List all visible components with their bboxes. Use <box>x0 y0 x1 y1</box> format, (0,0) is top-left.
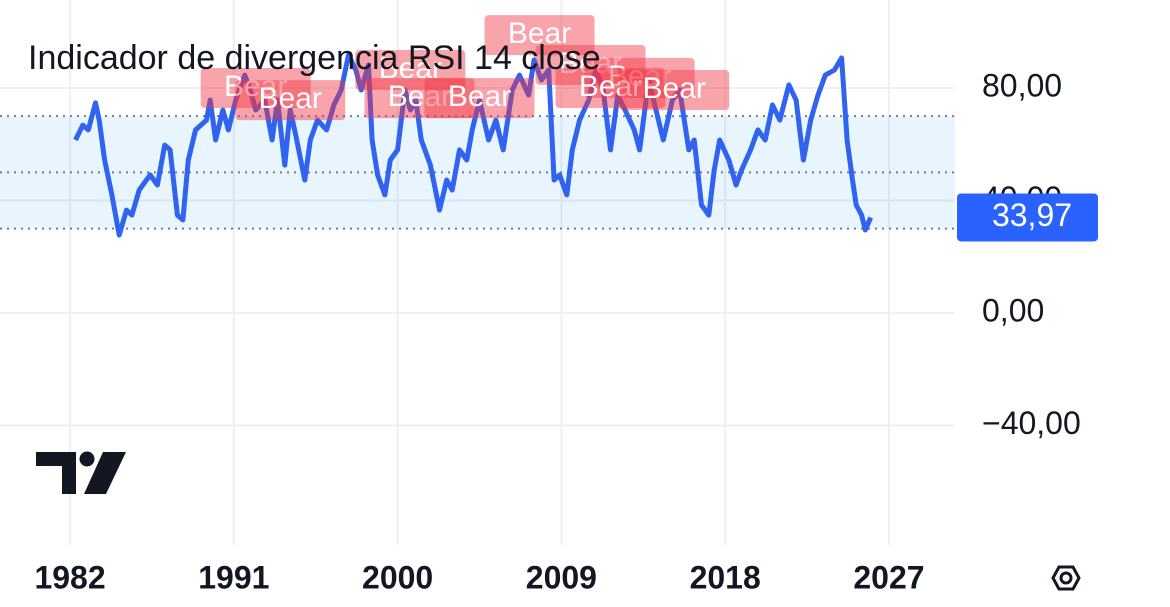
annotation-label: Bear <box>508 17 571 50</box>
annotation-box <box>584 57 695 98</box>
y-tick-label: 80,00 <box>982 67 1062 103</box>
chart-title: Indicador de divergencia RSI 14 close <box>28 39 601 77</box>
annotation-box <box>200 68 311 109</box>
plot-area <box>0 52 955 238</box>
annotation-label: Bear <box>388 80 451 113</box>
annotation-box <box>555 68 666 109</box>
annotation-label: Bear <box>643 72 706 105</box>
annotation-label: Bear <box>224 70 287 103</box>
annotation-box <box>424 78 535 119</box>
annotation-label: Bear <box>448 80 511 113</box>
last-value-label: 33,97 <box>992 197 1072 233</box>
annotation-label: Bear <box>259 82 322 115</box>
annotation-box <box>619 69 730 110</box>
annotation-box <box>484 15 595 56</box>
annotation-box <box>355 50 466 91</box>
y-tick-label: 0,00 <box>982 292 1044 328</box>
x-tick-label: 1982 <box>34 559 105 595</box>
x-tick-label: 2000 <box>362 559 433 595</box>
annotation-label: Bear <box>379 52 442 85</box>
x-tick-label: 2018 <box>690 559 761 595</box>
annotation-label: Bear <box>579 70 642 103</box>
settings-button[interactable] <box>1051 565 1081 591</box>
annotation-box <box>235 80 346 121</box>
grid <box>0 0 955 545</box>
tradingview-logo <box>36 451 126 494</box>
annotation-label: Bear <box>608 60 671 93</box>
y-tick-label: −40,00 <box>982 405 1081 441</box>
x-tick-label: 1991 <box>198 559 269 595</box>
annotation-box <box>364 78 475 119</box>
rsi-line <box>73 52 873 238</box>
x-tick-label: 2027 <box>853 559 924 595</box>
last-value-box <box>957 193 1098 242</box>
annotation-label: Bear <box>559 47 622 80</box>
annotation-box <box>535 44 646 85</box>
x-tick-label: 2009 <box>526 559 597 595</box>
